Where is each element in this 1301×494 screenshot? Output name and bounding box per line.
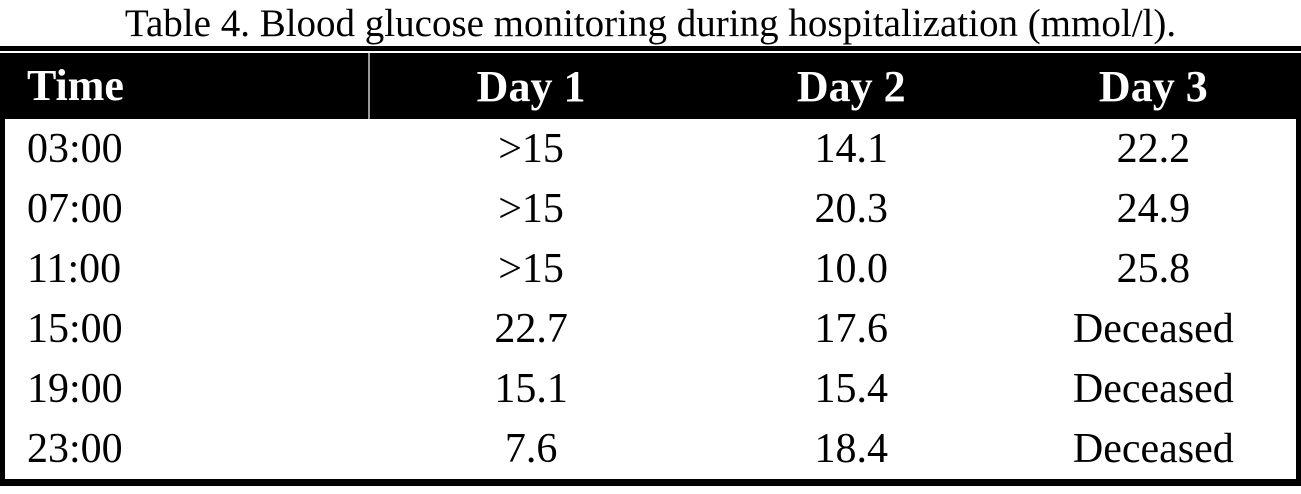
cell-day2: 15.4 [814, 366, 888, 412]
table-caption: Table 4. Blood glucose monitoring during… [124, 2, 1177, 45]
table-row: 11:00 >15 10.0 25.8 [5, 239, 1296, 299]
cell-day2: 20.3 [814, 186, 888, 232]
cell-time: 15:00 [27, 306, 123, 352]
cell-day1: >15 [498, 186, 564, 232]
table-row: 15:00 22.7 17.6 Deceased [5, 299, 1296, 359]
table-row: 19:00 15.1 15.4 Deceased [5, 359, 1296, 419]
header-cell-day2: Day 2 [796, 61, 906, 111]
glucose-table: Time Day 1 Day 2 Day 3 03:00 >15 14.1 22… [0, 53, 1301, 486]
cell-day2: 10.0 [814, 246, 888, 292]
cell-day2: 18.4 [814, 426, 888, 472]
cell-time: 19:00 [27, 366, 123, 412]
cell-day1: >15 [498, 126, 564, 172]
table-row: 23:00 7.6 18.4 Deceased [5, 419, 1296, 479]
cell-day2: 14.1 [814, 126, 888, 172]
header-cell-day1: Day 1 [476, 61, 586, 111]
table-top-rule [0, 46, 1301, 51]
table-header-row: Time Day 1 Day 2 Day 3 [5, 53, 1296, 119]
cell-day3: Deceased [1072, 306, 1234, 352]
header-cell-day3: Day 3 [1098, 61, 1208, 111]
cell-day3: Deceased [1072, 426, 1234, 472]
cell-time: 11:00 [27, 246, 122, 292]
table-row: 07:00 >15 20.3 24.9 [5, 179, 1296, 239]
cell-day3: 22.2 [1116, 126, 1191, 172]
table-row: 03:00 >15 14.1 22.2 [5, 119, 1296, 179]
cell-day1: 22.7 [494, 306, 568, 352]
cell-time: 23:00 [27, 426, 123, 472]
cell-time: 03:00 [27, 126, 123, 172]
cell-day3: Deceased [1072, 366, 1234, 412]
cell-day1: >15 [498, 246, 564, 292]
header-cell-time: Time [5, 53, 371, 119]
cell-day2: 17.6 [814, 306, 888, 352]
cell-day3: 24.9 [1116, 186, 1191, 232]
cell-time: 07:00 [27, 186, 123, 232]
cell-day3: 25.8 [1116, 246, 1191, 292]
cell-day1: 15.1 [494, 366, 568, 412]
cell-day1: 7.6 [504, 426, 558, 472]
